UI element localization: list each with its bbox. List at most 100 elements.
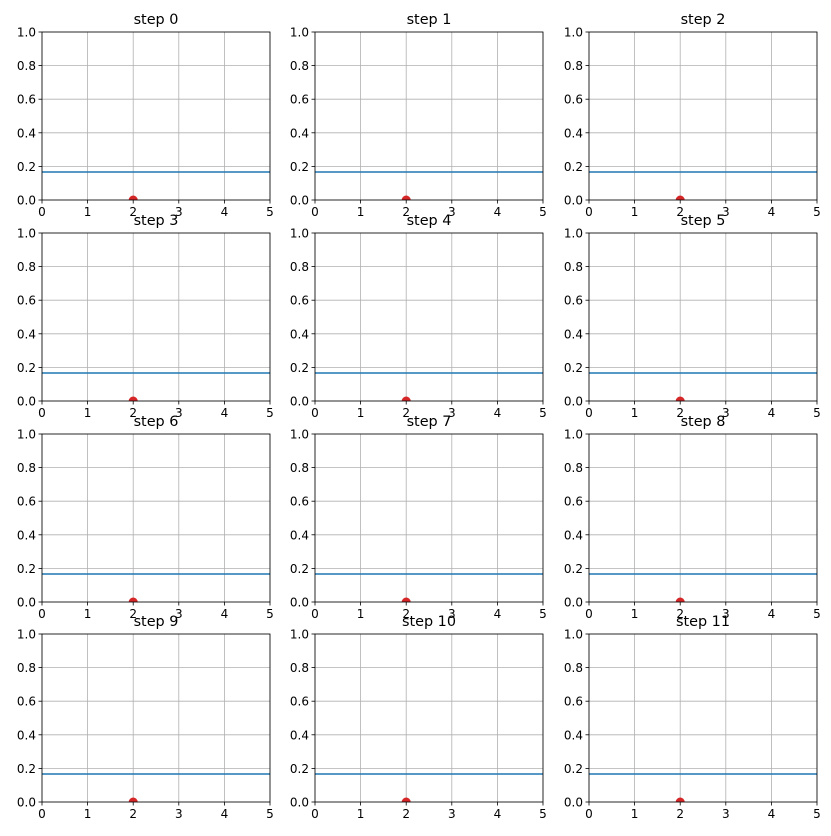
axes-frame <box>41 232 271 402</box>
y-tick-label: 0.2 <box>564 160 583 174</box>
x-tick-label: 2 <box>129 807 137 821</box>
x-tick-label: 2 <box>676 607 684 621</box>
y-tick-label: 0.4 <box>564 126 583 140</box>
axes-frame <box>588 433 818 603</box>
x-tick-label: 4 <box>768 807 776 821</box>
x-tick-label: 3 <box>175 807 183 821</box>
x-tick-label: 1 <box>631 406 639 420</box>
x-tick-label: 5 <box>266 205 274 219</box>
y-tick-label: 0.8 <box>564 59 583 73</box>
subplot-title: step 0 <box>134 12 179 28</box>
y-tick-label: 0.2 <box>290 762 309 776</box>
y-tick-label: 1.0 <box>17 227 36 241</box>
y-tick-label: 0.2 <box>564 762 583 776</box>
y-tick-label: 0.4 <box>290 126 309 140</box>
y-tick-label: 0.0 <box>564 395 583 409</box>
y-tick-label: 0.0 <box>290 395 309 409</box>
data-point <box>128 797 138 802</box>
y-tick-label: 0.8 <box>564 260 583 274</box>
x-tick-label: 3 <box>448 607 456 621</box>
x-tick-label: 0 <box>311 406 319 420</box>
y-tick-label: 0.6 <box>17 93 36 107</box>
x-tick-label: 4 <box>221 607 229 621</box>
x-tick-label: 4 <box>221 205 229 219</box>
y-tick-label: 0.2 <box>290 562 309 576</box>
data-point <box>401 396 411 401</box>
x-tick-label: 5 <box>266 406 274 420</box>
subplot-title: step 5 <box>681 213 726 229</box>
y-tick-label: 0.8 <box>564 461 583 475</box>
subplot-step-6: 0 1 2 3 4 5 0.0 0.2 0.4 0.6 0.8 1.0 step 6 <box>17 414 274 621</box>
axes-frame <box>588 232 818 402</box>
x-tick-label: 2 <box>676 205 684 219</box>
x-tick-label: 1 <box>631 607 639 621</box>
x-tick-label: 4 <box>768 406 776 420</box>
x-tick-label: 3 <box>448 406 456 420</box>
y-tick-label: 0.0 <box>564 596 583 610</box>
x-tick-label: 3 <box>722 807 730 821</box>
y-tick-label: 0.8 <box>290 59 309 73</box>
axes-frame <box>314 31 544 201</box>
subplot-title: step 10 <box>402 614 456 630</box>
x-tick-label: 5 <box>813 406 821 420</box>
subplot-title: step 8 <box>681 414 726 430</box>
x-tick-label: 4 <box>221 406 229 420</box>
y-tick-label: 1.0 <box>564 428 583 442</box>
x-tick-label: 2 <box>129 406 137 420</box>
data-point <box>128 597 138 602</box>
subplot-step-5: 0 1 2 3 4 5 0.0 0.2 0.4 0.6 0.8 1.0 step 5 <box>564 213 821 420</box>
y-tick-label: 1.0 <box>290 227 309 241</box>
axes-frame <box>314 633 544 803</box>
x-tick-label: 0 <box>38 205 46 219</box>
x-tick-label: 4 <box>768 607 776 621</box>
y-tick-label: 0.4 <box>564 728 583 742</box>
y-tick-label: 0.6 <box>17 495 36 509</box>
x-tick-label: 2 <box>402 607 410 621</box>
x-tick-label: 0 <box>311 807 319 821</box>
x-tick-label: 5 <box>813 807 821 821</box>
x-tick-label: 2 <box>402 406 410 420</box>
x-tick-label: 0 <box>311 607 319 621</box>
y-tick-label: 1.0 <box>17 428 36 442</box>
subplot-title: step 3 <box>134 213 179 229</box>
data-point <box>401 195 411 200</box>
y-tick-label: 0.6 <box>290 495 309 509</box>
x-tick-label: 2 <box>129 205 137 219</box>
y-tick-label: 0.6 <box>564 93 583 107</box>
x-tick-label: 2 <box>402 807 410 821</box>
axes-frame <box>41 433 271 603</box>
x-tick-label: 4 <box>494 607 502 621</box>
y-tick-label: 0.8 <box>290 661 309 675</box>
y-tick-label: 0.2 <box>290 160 309 174</box>
y-tick-label: 0.4 <box>17 728 36 742</box>
axes-frame <box>588 31 818 201</box>
y-tick-label: 0.2 <box>17 762 36 776</box>
subplot-step-9: 0 1 2 3 4 5 0.0 0.2 0.4 0.6 0.8 1.0 step 9 <box>17 614 274 821</box>
x-tick-label: 1 <box>631 807 639 821</box>
x-tick-label: 5 <box>266 607 274 621</box>
x-tick-label: 0 <box>585 406 593 420</box>
axes-frame <box>314 433 544 603</box>
subplot-title: step 6 <box>134 414 179 430</box>
x-tick-label: 3 <box>722 205 730 219</box>
y-tick-label: 0.4 <box>17 126 36 140</box>
subplot-title: step 11 <box>676 614 730 630</box>
subplot-step-10: 0 1 2 3 4 5 0.0 0.2 0.4 0.6 0.8 1.0 step 10 <box>290 614 547 821</box>
data-point <box>128 396 138 401</box>
y-tick-label: 0.0 <box>290 194 309 208</box>
y-tick-label: 0.6 <box>290 93 309 107</box>
x-tick-label: 3 <box>448 807 456 821</box>
subplot-title: step 1 <box>407 12 452 28</box>
axes-frame <box>314 232 544 402</box>
subplot-title: step 2 <box>681 12 726 28</box>
x-tick-label: 0 <box>38 607 46 621</box>
y-tick-label: 0.8 <box>17 461 36 475</box>
data-point <box>401 797 411 802</box>
x-tick-label: 3 <box>175 406 183 420</box>
x-tick-label: 0 <box>585 607 593 621</box>
y-tick-label: 1.0 <box>17 26 36 40</box>
y-tick-label: 0.4 <box>17 327 36 341</box>
x-tick-label: 1 <box>631 205 639 219</box>
y-tick-label: 0.0 <box>17 596 36 610</box>
y-tick-label: 0.2 <box>17 562 36 576</box>
